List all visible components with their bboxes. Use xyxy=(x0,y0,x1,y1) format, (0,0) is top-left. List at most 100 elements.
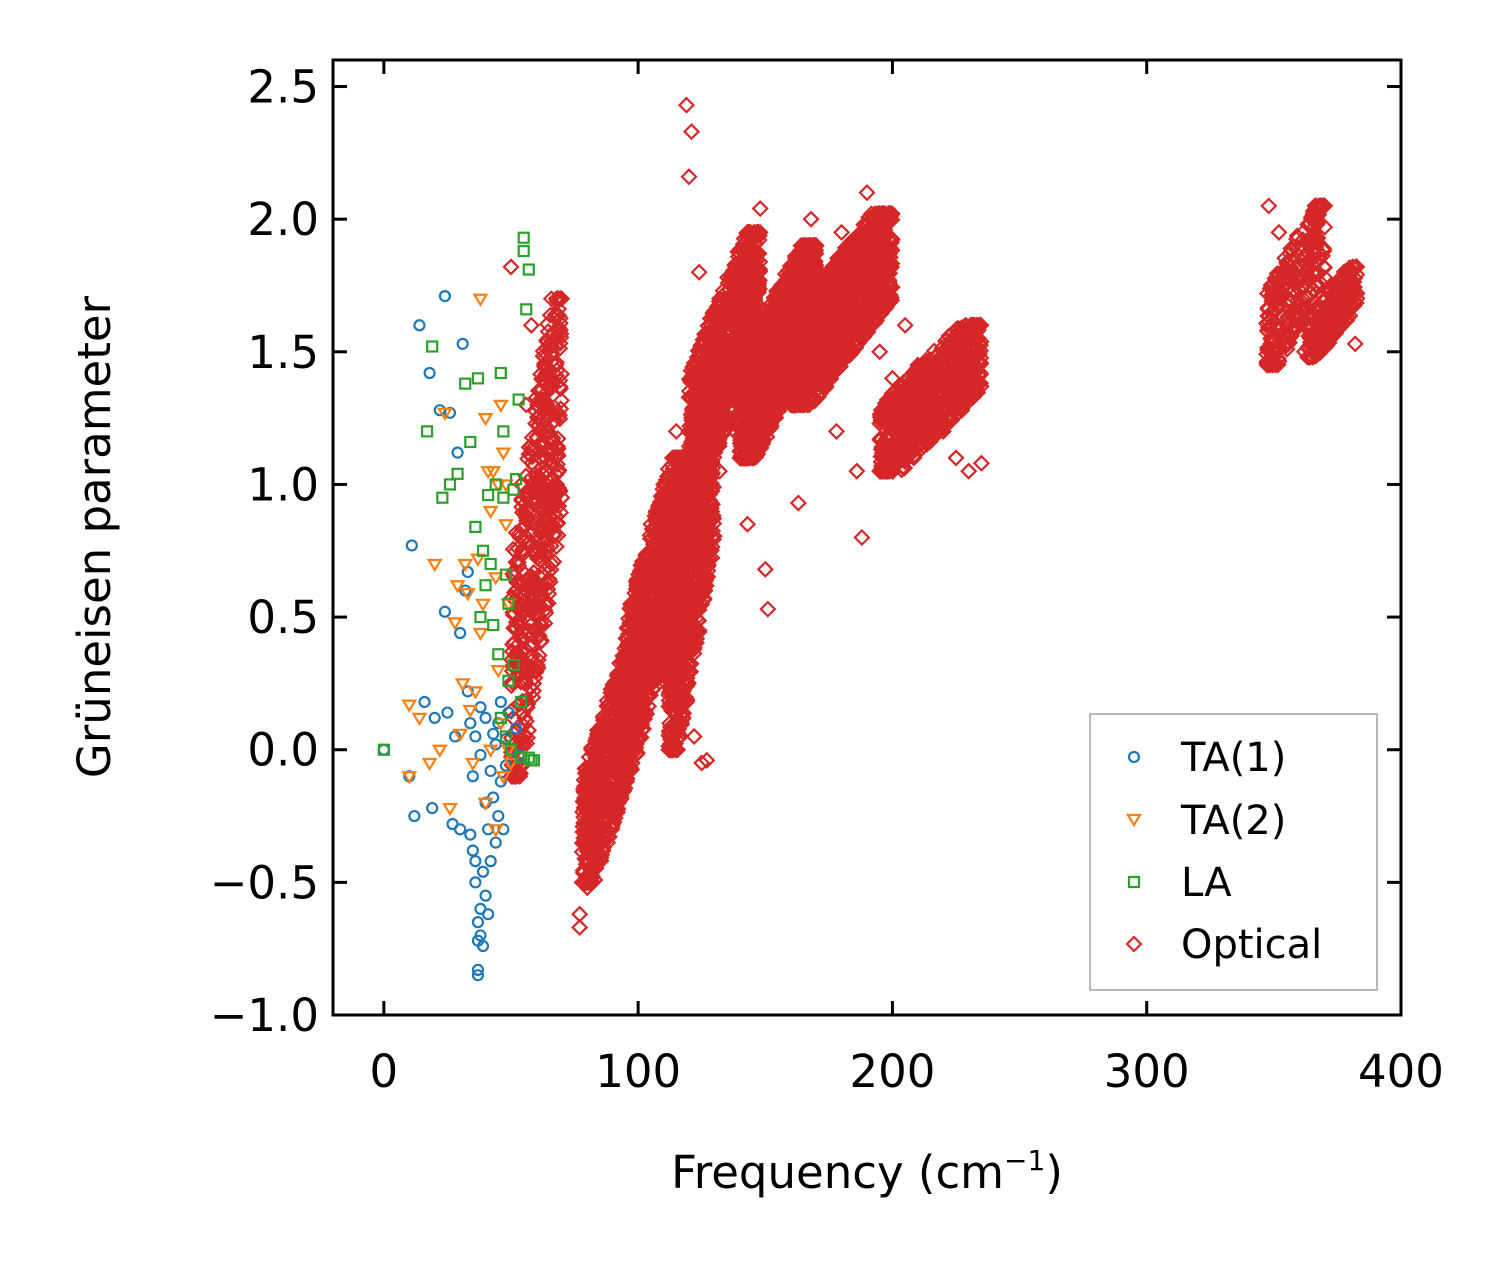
data-point-optical xyxy=(543,332,561,350)
data-point-optical xyxy=(504,606,522,624)
data-point-optical xyxy=(674,674,692,692)
data-point-optical xyxy=(682,663,700,681)
data-point-optical xyxy=(753,313,771,331)
data-point-optical xyxy=(545,373,563,391)
data-point-optical xyxy=(579,818,598,836)
data-point-optical xyxy=(580,835,598,853)
data-point-optical xyxy=(536,354,554,372)
data-point-optical xyxy=(511,728,529,747)
data-point-optical xyxy=(766,314,784,332)
data-point-optical xyxy=(641,677,659,695)
data-point-optical xyxy=(513,498,531,516)
data-point-optical xyxy=(547,354,566,372)
data-point-optical xyxy=(637,546,655,564)
data-point-optical xyxy=(692,490,710,508)
data-point-optical xyxy=(523,648,541,666)
data-point-optical xyxy=(533,611,551,630)
data-point-optical xyxy=(610,792,628,810)
data-point-optical xyxy=(746,440,764,458)
data-point-optical xyxy=(533,520,551,538)
data-point-optical xyxy=(765,367,783,386)
data-point-optical xyxy=(586,859,604,877)
data-point-optical xyxy=(649,638,667,656)
data-point-optical xyxy=(548,291,567,309)
data-point-optical xyxy=(514,519,532,537)
data-point-optical xyxy=(660,697,678,716)
data-point-optical xyxy=(637,689,655,707)
data-point-optical xyxy=(540,570,558,588)
data-point-optical xyxy=(750,261,768,279)
data-point-optical xyxy=(516,709,534,727)
data-point-optical xyxy=(721,338,739,356)
data-point-optical xyxy=(516,601,534,619)
data-point-optical xyxy=(668,669,686,687)
data-point-optical xyxy=(696,441,714,459)
data-point-optical xyxy=(686,596,704,615)
data-point-optical xyxy=(697,432,715,450)
data-point-optical xyxy=(595,838,613,857)
data-point-optical xyxy=(515,594,533,612)
data-point-optical xyxy=(588,849,606,867)
data-point-optical xyxy=(733,254,751,272)
data-point-optical xyxy=(588,808,606,826)
data-point-optical xyxy=(593,737,611,755)
data-point-optical xyxy=(523,626,541,644)
data-point-optical xyxy=(682,567,700,585)
data-point-optical xyxy=(704,308,722,326)
data-point-optical xyxy=(695,397,713,415)
data-point-optical xyxy=(651,510,669,528)
data-point-optical xyxy=(699,362,717,380)
data-point-optical xyxy=(525,541,543,559)
data-point-optical xyxy=(696,501,714,520)
data-point-optical xyxy=(685,640,703,658)
data-point-optical xyxy=(698,567,716,585)
data-point-optical xyxy=(532,370,551,388)
data-point-optical xyxy=(704,526,722,545)
data-point-optical xyxy=(535,407,553,425)
data-point-optical xyxy=(746,423,764,441)
data-point-optical xyxy=(732,259,750,277)
data-point-optical xyxy=(585,772,604,790)
data-point-optical xyxy=(703,391,722,409)
data-point-optical xyxy=(777,271,795,290)
data-point-optical xyxy=(678,547,696,565)
data-point-optical xyxy=(657,486,676,505)
data-point-optical xyxy=(632,622,650,640)
data-point-optical xyxy=(618,707,636,725)
data-point-optical xyxy=(746,271,764,289)
data-point-optical xyxy=(536,487,554,505)
data-point-optical xyxy=(551,372,569,390)
data-point-optical xyxy=(645,612,663,630)
data-point-optical xyxy=(668,461,686,480)
data-point-optical xyxy=(582,741,600,759)
data-point-optical xyxy=(677,570,695,588)
data-points-layer xyxy=(377,96,1366,982)
data-point-optical xyxy=(743,434,761,453)
data-point-optical xyxy=(506,561,524,579)
data-point-optical xyxy=(737,421,755,439)
data-point-optical xyxy=(762,405,780,423)
data-point-optical xyxy=(637,583,655,602)
data-point-optical xyxy=(705,448,723,467)
data-point-optical xyxy=(507,619,526,638)
data-point-optical xyxy=(522,661,540,679)
data-point-optical xyxy=(536,595,555,613)
data-point-optical xyxy=(577,796,595,814)
data-point-optical xyxy=(724,338,742,356)
data-point-optical xyxy=(620,692,638,710)
data-point-optical xyxy=(601,791,619,809)
data-point-optical xyxy=(552,400,570,418)
data-point-optical xyxy=(694,331,712,349)
data-point-optical xyxy=(670,617,688,636)
data-point-optical xyxy=(788,282,806,301)
data-point-optical xyxy=(699,422,717,440)
data-point-optical xyxy=(642,573,660,591)
data-point-optical xyxy=(506,767,524,785)
data-point-optical xyxy=(707,381,725,399)
data-point-optical xyxy=(726,291,744,309)
data-point-optical xyxy=(680,388,698,406)
data-point-optical xyxy=(584,754,602,772)
data-point-optical xyxy=(635,596,654,615)
data-point-optical xyxy=(765,344,783,363)
